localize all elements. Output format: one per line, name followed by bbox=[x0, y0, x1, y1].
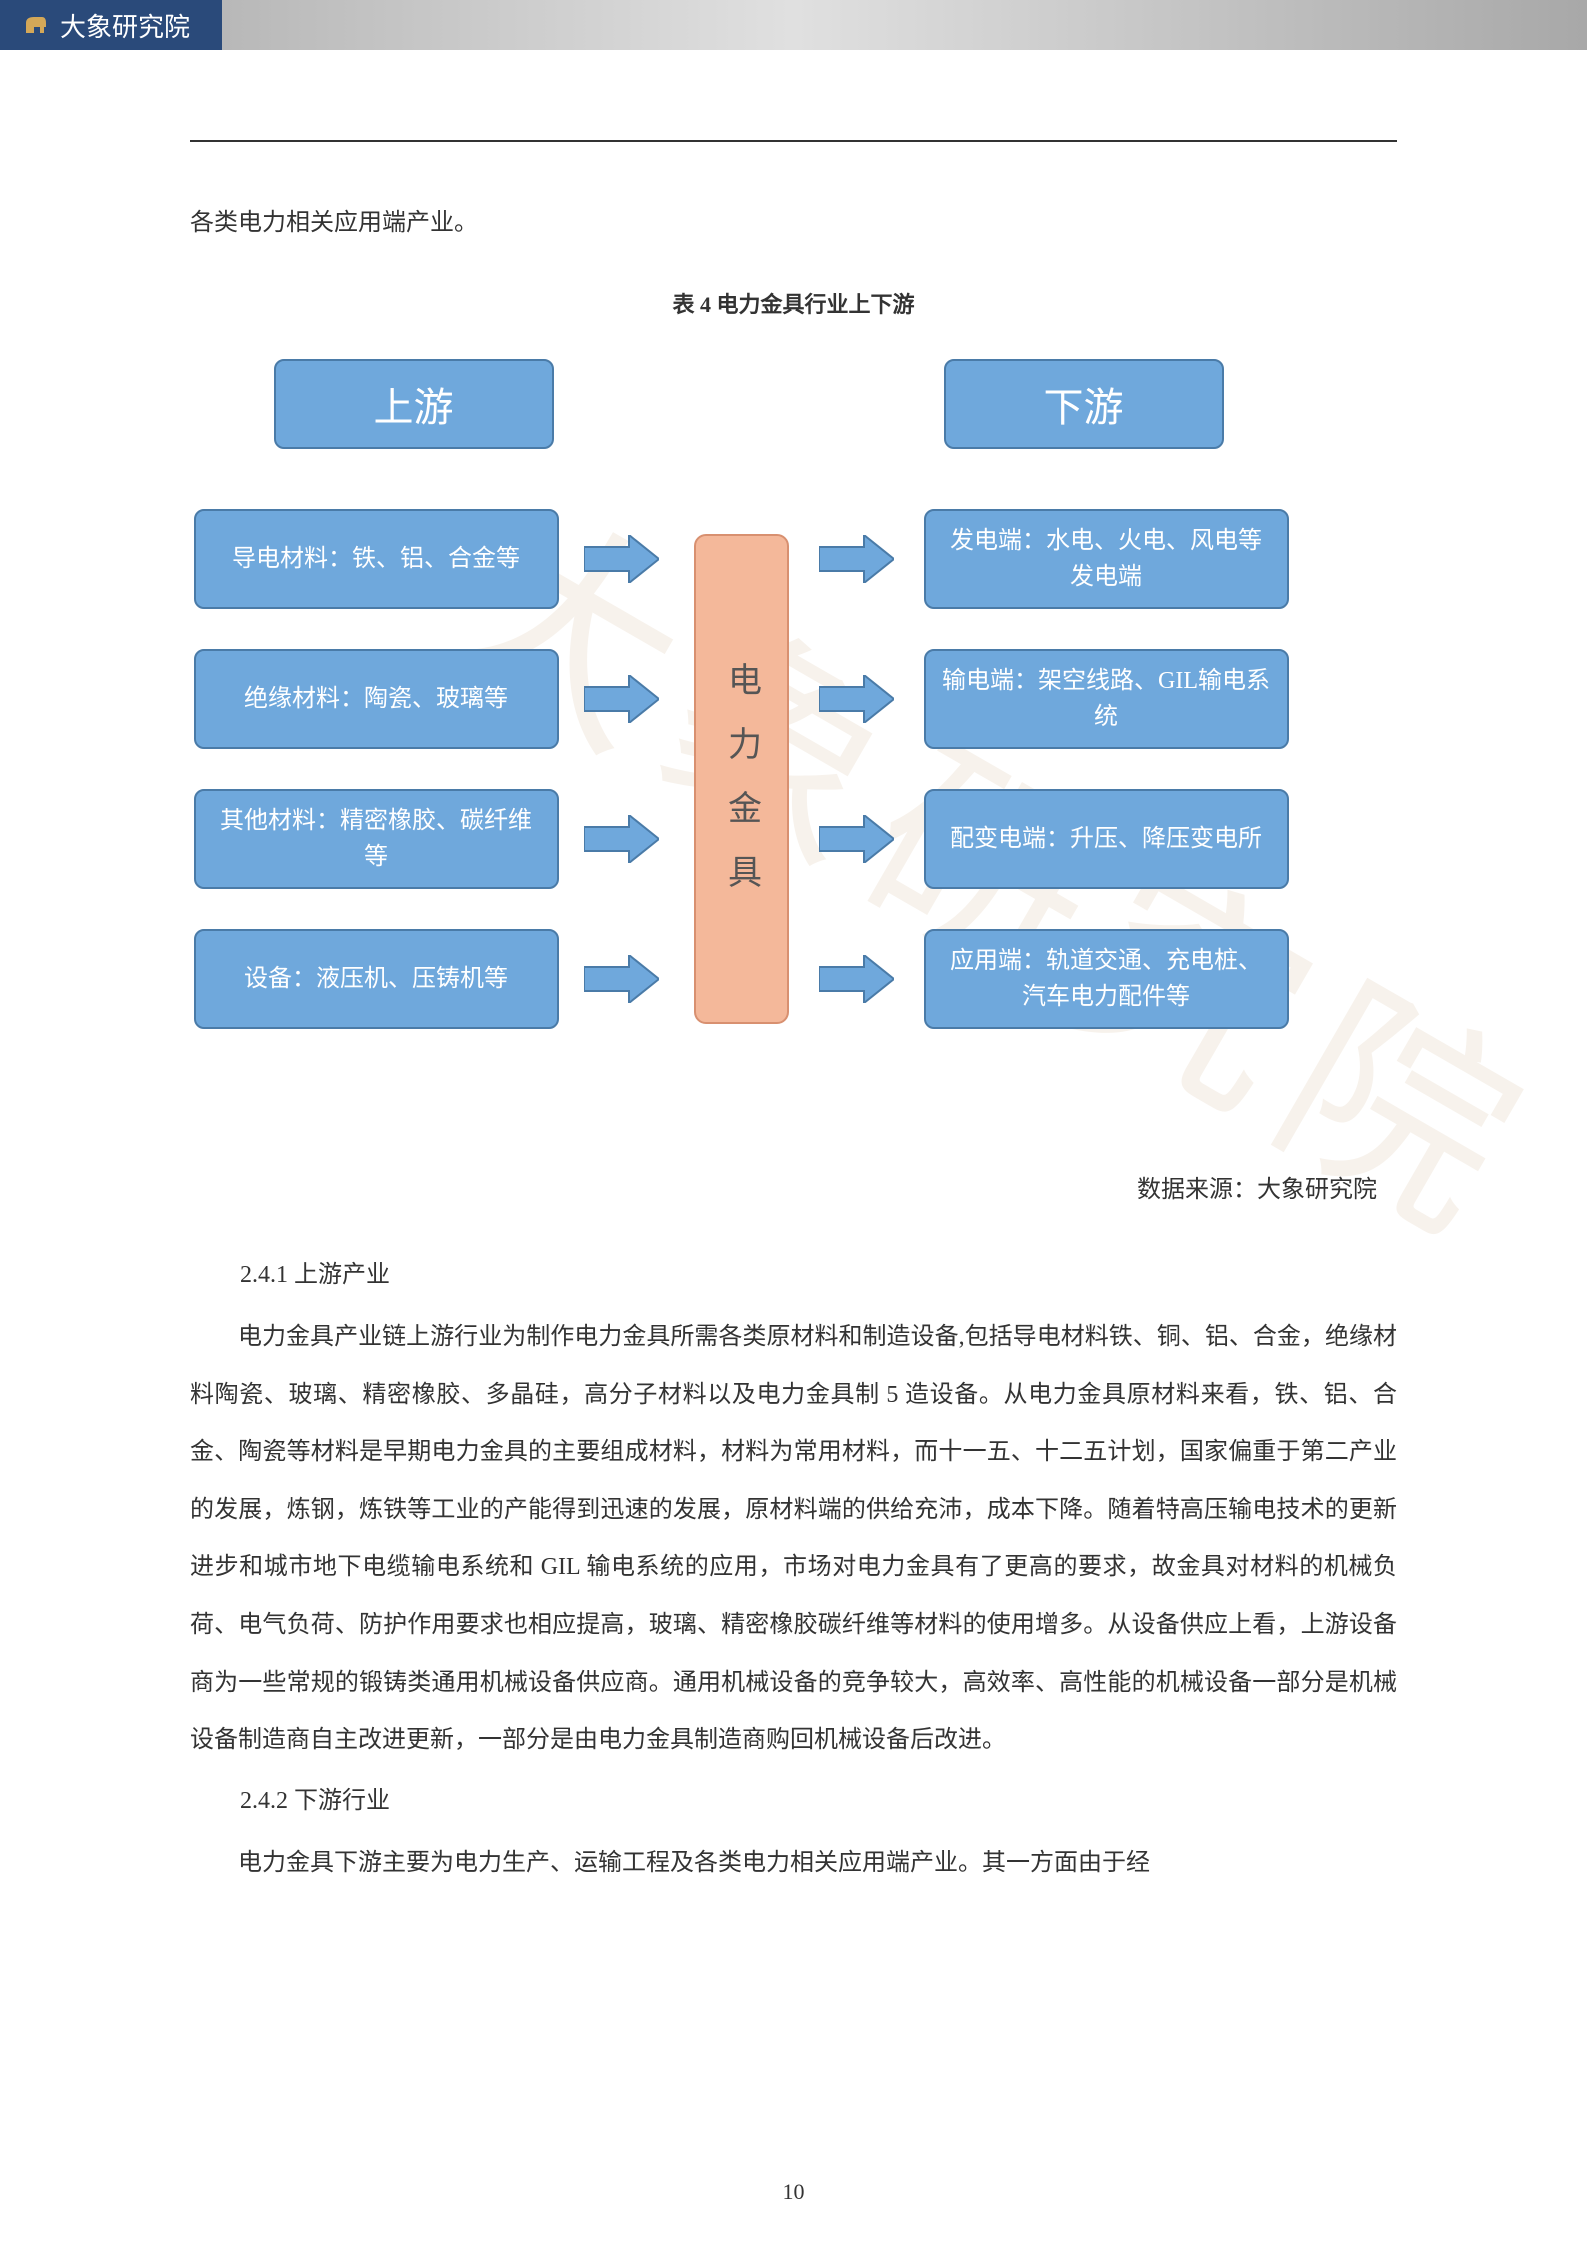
header-logo: 大象研究院 bbox=[0, 7, 190, 44]
arrow-right-icon bbox=[819, 535, 894, 583]
arrow-right-icon bbox=[819, 675, 894, 723]
section-number: 2.4.2 下游行业 bbox=[240, 1780, 1397, 1815]
arrow-right-icon bbox=[819, 815, 894, 863]
upstream-header: 上游 bbox=[274, 359, 554, 449]
data-source: 数据来源：大象研究院 bbox=[190, 1169, 1397, 1204]
org-name: 大象研究院 bbox=[60, 7, 190, 44]
arrow-right-icon bbox=[584, 675, 659, 723]
downstream-item: 配变电端：升压、降压变电所 bbox=[924, 789, 1289, 889]
downstream-item: 输电端：架空线路、GIL输电系统 bbox=[924, 649, 1289, 749]
arrow-right-icon bbox=[819, 955, 894, 1003]
divider bbox=[190, 140, 1397, 142]
flowchart-diagram: 上游 下游 导电材料：铁、铝、合金等 绝缘材料：陶瓷、玻璃等 其他材料：精密橡胶… bbox=[194, 359, 1394, 1139]
downstream-item: 发电端：水电、火电、风电等发电端 bbox=[924, 509, 1289, 609]
upstream-item: 其他材料：精密橡胶、碳纤维等 bbox=[194, 789, 559, 889]
center-box: 电力金具 bbox=[694, 534, 789, 1024]
body-paragraph: 电力金具下游主要为电力生产、运输工程及各类电力相关应用端产业。其一方面由于经 bbox=[190, 1835, 1397, 1893]
upstream-item: 导电材料：铁、铝、合金等 bbox=[194, 509, 559, 609]
elephant-logo-icon bbox=[20, 9, 52, 41]
intro-text: 各类电力相关应用端产业。 bbox=[190, 202, 1397, 237]
arrow-right-icon bbox=[584, 955, 659, 1003]
arrow-right-icon bbox=[584, 815, 659, 863]
downstream-item: 应用端：轨道交通、充电桩、汽车电力配件等 bbox=[924, 929, 1289, 1029]
arrow-right-icon bbox=[584, 535, 659, 583]
body-paragraph: 电力金具产业链上游行业为制作电力金具所需各类原材料和制造设备,包括导电材料铁、铜… bbox=[190, 1309, 1397, 1770]
figure-title: 表 4 电力金具行业上下游 bbox=[190, 287, 1397, 319]
upstream-item: 绝缘材料：陶瓷、玻璃等 bbox=[194, 649, 559, 749]
upstream-item: 设备：液压机、压铸机等 bbox=[194, 929, 559, 1029]
page-number: 10 bbox=[0, 2179, 1587, 2205]
downstream-header: 下游 bbox=[944, 359, 1224, 449]
section-number: 2.4.1 上游产业 bbox=[240, 1254, 1397, 1289]
header-bar: 大象研究院 bbox=[0, 0, 1587, 50]
